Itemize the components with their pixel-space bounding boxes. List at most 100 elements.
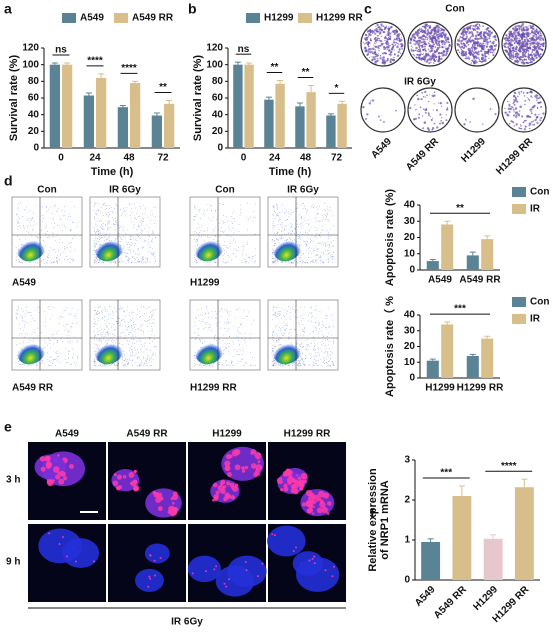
event [208,364,210,366]
event [289,307,291,309]
colony [441,54,444,57]
colony [417,116,420,119]
colony [390,55,392,57]
event [139,338,141,340]
colony [376,35,379,37]
colony [458,45,460,48]
panel-letter: e [4,419,12,435]
event [325,245,327,246]
event [45,318,47,320]
event [282,326,284,328]
colony [474,29,477,31]
event [203,214,205,216]
colony [422,38,424,40]
colony [377,59,379,62]
event [139,237,141,239]
event [271,361,273,363]
event [151,316,153,318]
colony [494,113,497,116]
event [103,215,104,217]
event [323,335,325,337]
event [140,339,142,341]
colony [381,43,383,45]
event [242,354,243,356]
colony [366,53,369,57]
colony [395,30,399,34]
event [93,326,95,328]
event [43,218,45,219]
event [153,309,155,310]
event [56,353,58,354]
event [300,261,302,263]
event [111,363,113,365]
event [300,316,301,318]
colony [536,121,539,124]
colony [542,44,545,47]
event [273,334,275,336]
colony [383,27,387,31]
event [271,319,273,321]
colony [485,43,487,45]
event [326,326,328,328]
event [325,348,327,350]
event [59,352,61,354]
event [194,216,196,218]
event [120,258,122,260]
colony [438,44,441,47]
event [129,348,131,350]
event [129,258,131,260]
event [19,217,20,219]
event [235,308,237,310]
event [276,341,277,342]
colony [513,111,515,113]
event [278,365,280,367]
puncta [241,466,245,470]
colony [401,47,404,50]
event [277,335,279,337]
puncta [244,465,249,470]
event [332,363,334,365]
colony [491,41,494,44]
colony [518,110,521,112]
event [142,256,144,258]
event [323,261,325,263]
event [233,238,235,239]
event [317,228,319,230]
colony [535,42,538,45]
event [272,349,274,351]
event [45,206,47,207]
colony [367,48,370,51]
colony [424,35,426,38]
event [276,232,278,234]
event [54,223,56,224]
colony [440,27,442,29]
event [100,211,102,212]
colony [504,49,507,52]
event [139,356,141,358]
event [111,262,112,263]
event [302,253,304,255]
colony [376,23,379,27]
event [200,225,202,227]
event [130,238,131,240]
event [113,218,114,220]
event [73,353,75,355]
event [308,223,310,225]
event [32,217,34,218]
colony [423,29,426,33]
colony [483,47,486,49]
event [96,262,97,264]
colony [421,57,424,60]
event [122,307,124,309]
colony [433,30,436,32]
event [317,253,318,255]
colony [532,120,535,123]
event [280,261,282,263]
event [119,306,121,308]
colony [379,44,382,47]
colony [445,114,447,116]
event [99,338,100,340]
event [128,358,130,360]
colony [508,122,511,125]
event [131,317,133,319]
